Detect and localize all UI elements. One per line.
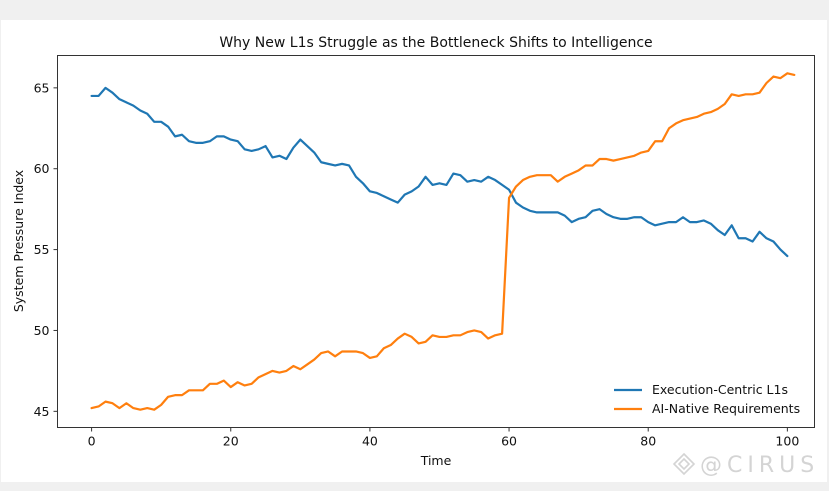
y-axis: 45 50 55 60 65 xyxy=(34,80,58,419)
y-tick-label: 65 xyxy=(34,80,50,95)
x-tick-label: 100 xyxy=(775,434,799,449)
series-line-ai-native xyxy=(90,72,796,411)
x-tick-label: 80 xyxy=(640,434,656,449)
plot-area xyxy=(57,55,815,428)
watermark-text: @CIRUS xyxy=(700,453,819,478)
x-tick-label: 40 xyxy=(362,434,378,449)
legend: Execution-Centric L1s AI-Native Requirem… xyxy=(614,382,800,416)
y-tick-label: 60 xyxy=(34,161,50,176)
y-axis-label: System Pressure Index xyxy=(11,170,26,312)
chart-title: Why New L1s Struggle as the Bottleneck S… xyxy=(219,35,652,51)
x-tick-label: 20 xyxy=(223,434,239,449)
series-lines xyxy=(90,72,796,411)
cirus-logo-icon xyxy=(672,452,696,476)
x-axis-label: Time xyxy=(420,453,452,468)
x-tick-label: 0 xyxy=(88,434,96,449)
y-tick-label: 50 xyxy=(34,323,50,338)
watermark: @CIRUS xyxy=(672,452,819,478)
y-tick-label: 55 xyxy=(34,242,50,257)
x-tick-label: 60 xyxy=(501,434,517,449)
legend-label-execution-centric: Execution-Centric L1s xyxy=(652,382,788,397)
legend-label-ai-native: AI-Native Requirements xyxy=(652,401,800,416)
y-tick-label: 45 xyxy=(34,404,50,419)
x-axis: 0 20 40 60 80 100 xyxy=(88,427,799,449)
series-line-execution-centric xyxy=(90,86,789,258)
